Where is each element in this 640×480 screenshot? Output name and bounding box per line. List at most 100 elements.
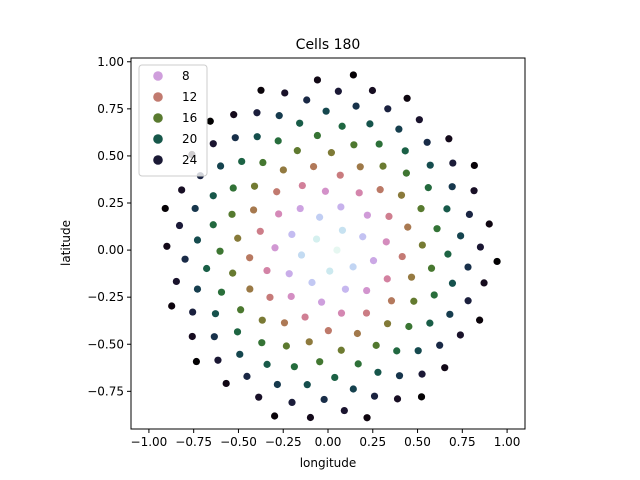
- data-point: [296, 204, 304, 213]
- x-tick-label: 0.75: [449, 435, 476, 449]
- data-point: [273, 188, 281, 196]
- legend-marker: [153, 92, 163, 102]
- data-point: [464, 263, 472, 271]
- data-point: [326, 267, 334, 275]
- data-point: [349, 71, 357, 79]
- data-point: [366, 120, 374, 128]
- data-point: [203, 264, 211, 273]
- data-point: [161, 204, 169, 213]
- data-point: [163, 242, 171, 250]
- data-point: [288, 398, 296, 406]
- data-point: [290, 363, 298, 371]
- data-point: [374, 368, 382, 376]
- data-point: [297, 251, 306, 259]
- data-point: [384, 105, 392, 113]
- data-point: [363, 211, 371, 219]
- data-point: [393, 395, 402, 403]
- data-point: [355, 189, 363, 197]
- data-point: [324, 327, 332, 335]
- data-point: [334, 87, 342, 95]
- data-point: [427, 264, 436, 272]
- legend-marker: [153, 71, 163, 81]
- data-point: [214, 356, 222, 364]
- legend-label: 24: [182, 153, 197, 167]
- data-point: [375, 140, 383, 148]
- data-point: [393, 347, 401, 355]
- data-point: [383, 275, 391, 283]
- y-tick-label: 0.75: [97, 102, 124, 116]
- data-point: [209, 192, 217, 200]
- data-point: [465, 210, 474, 219]
- data-point: [349, 263, 357, 271]
- data-point: [383, 320, 392, 328]
- data-point: [337, 309, 346, 317]
- data-point: [333, 246, 341, 254]
- data-point: [243, 372, 251, 380]
- data-point: [303, 96, 311, 104]
- data-point: [398, 252, 406, 261]
- legend-label: 8: [182, 69, 190, 83]
- data-point: [217, 288, 226, 296]
- data-point: [349, 385, 357, 393]
- data-point: [404, 223, 412, 231]
- data-point: [188, 332, 196, 341]
- data-point: [449, 159, 457, 167]
- data-point: [246, 254, 254, 262]
- data-point: [287, 292, 295, 301]
- data-point: [338, 122, 346, 130]
- data-point: [395, 125, 403, 133]
- data-point: [210, 333, 218, 341]
- data-point: [266, 293, 274, 301]
- data-point: [395, 372, 404, 380]
- data-point: [418, 370, 426, 378]
- x-axis-ticks: −1.00 −0.75 −0.50 −0.25 0.00 0.25 0.50 0.75 1.00: [131, 429, 521, 449]
- data-point: [337, 203, 345, 211]
- data-point: [253, 109, 261, 117]
- data-point: [397, 191, 406, 199]
- legend-marker: [153, 155, 163, 165]
- x-tick-label: −0.75: [175, 435, 212, 449]
- y-tick-label: 0.00: [97, 243, 124, 257]
- data-point: [426, 161, 434, 169]
- legend-marker: [153, 113, 163, 123]
- data-point: [246, 285, 254, 293]
- data-point: [298, 181, 306, 190]
- data-point: [263, 360, 271, 368]
- data-point: [285, 270, 293, 278]
- y-axis-label: latitude: [59, 220, 73, 266]
- data-point: [352, 102, 360, 110]
- data-point: [321, 187, 330, 195]
- data-point: [363, 414, 371, 422]
- data-point: [356, 163, 364, 171]
- data-point: [192, 357, 201, 366]
- data-point: [320, 395, 328, 404]
- data-point: [387, 297, 396, 305]
- data-point: [423, 138, 431, 146]
- x-axis-label: longitude: [300, 456, 357, 470]
- data-point: [448, 279, 457, 287]
- y-tick-label: −0.50: [87, 337, 124, 351]
- data-point: [402, 169, 410, 177]
- data-point: [181, 255, 189, 263]
- legend-label: 20: [182, 132, 197, 146]
- data-point: [301, 313, 309, 321]
- data-point: [341, 285, 350, 293]
- y-tick-label: 0.25: [97, 196, 124, 210]
- data-point: [363, 286, 371, 295]
- data-point: [250, 182, 259, 190]
- data-points: [161, 71, 501, 422]
- data-point: [193, 236, 202, 244]
- y-tick-label: −0.75: [87, 384, 124, 398]
- data-point: [258, 339, 266, 347]
- data-point: [407, 273, 416, 281]
- data-point: [280, 319, 289, 327]
- data-point: [337, 346, 345, 354]
- data-point: [327, 149, 335, 157]
- x-tick-label: −0.50: [220, 435, 257, 449]
- data-point: [271, 244, 279, 252]
- data-point: [441, 364, 449, 372]
- data-point: [313, 76, 322, 84]
- x-tick-label: 1.00: [494, 435, 521, 449]
- legend: 8 12 16 20 24: [138, 64, 208, 177]
